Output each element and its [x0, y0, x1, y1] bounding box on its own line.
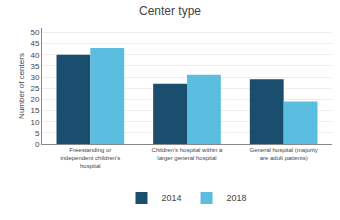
svg-text:25: 25 — [30, 84, 39, 93]
svg-text:Freestanding orindependent chi: Freestanding orindependent children'shos… — [60, 147, 120, 169]
svg-text:2018: 2018 — [227, 193, 247, 203]
svg-text:2014: 2014 — [162, 193, 182, 203]
svg-text:10: 10 — [30, 117, 39, 126]
svg-text:35: 35 — [30, 62, 39, 71]
svg-text:40: 40 — [30, 51, 39, 60]
svg-text:15: 15 — [30, 106, 39, 115]
svg-text:Number of centers: Number of centers — [17, 53, 26, 119]
svg-text:30: 30 — [30, 73, 39, 82]
svg-text:5: 5 — [35, 129, 40, 138]
svg-text:20: 20 — [30, 95, 39, 104]
svg-text:0: 0 — [35, 140, 40, 149]
svg-text:45: 45 — [30, 39, 39, 48]
svg-text:Center type: Center type — [139, 4, 201, 18]
svg-text:General hospital (majorityare: General hospital (majorityare adult pati… — [249, 147, 317, 161]
svg-text:50: 50 — [30, 28, 39, 37]
svg-text:Children's hospital within ala: Children's hospital within alarger gener… — [152, 147, 224, 161]
